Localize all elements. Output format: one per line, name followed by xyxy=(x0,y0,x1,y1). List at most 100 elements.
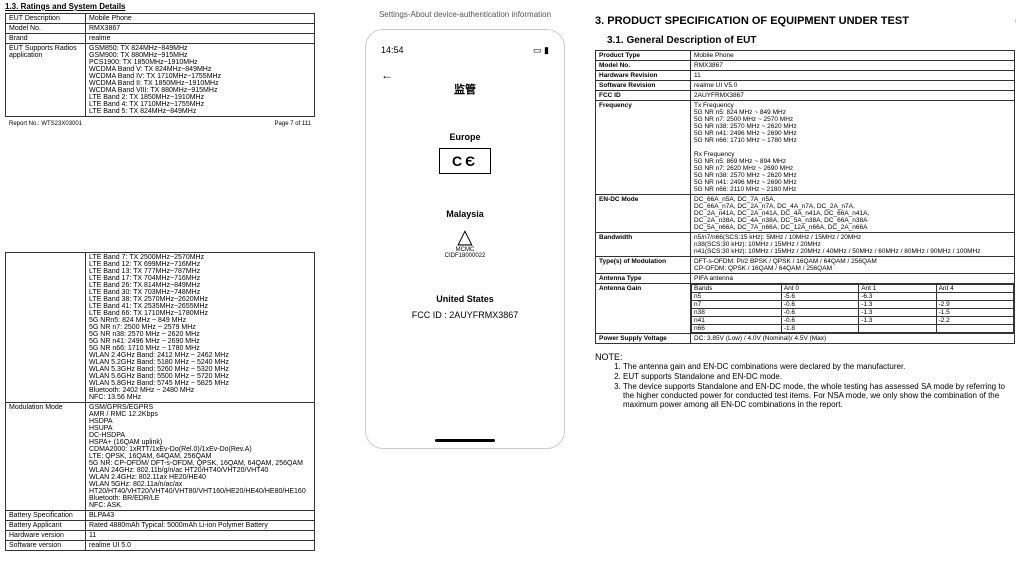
row-label: Type(s) of Modulation xyxy=(596,257,691,274)
bands-modulation-panel: LTE Band 7: TX 2500MHz~2570MHz LTE Band … xyxy=(5,252,315,551)
settings-path: Settings-About device-authentication inf… xyxy=(345,10,585,19)
notes-list: The antenna gain and EN-DC combinations … xyxy=(623,362,1015,409)
row-label: Bandwidth xyxy=(596,233,691,257)
spec-subheading: 3.1. General Description of EUT xyxy=(607,35,1015,46)
row-value: Tx Frequency 5G NR n5: 824 MHz ~ 849 MHz… xyxy=(691,101,1015,195)
panel1-footer: Report No.: WTS23X03001 Page 7 of 111 xyxy=(5,121,315,127)
gain-cell: BandsAnt 0Ant 1Ant 4n5-5.6-6.3n7-0.6-1.3… xyxy=(691,284,1015,334)
table-row: Antenna TypePIFA antenna xyxy=(596,274,1015,284)
row-value: Mobile Phone xyxy=(691,51,1015,61)
table-row: Software versionrealme UI 5.0 xyxy=(6,541,315,551)
table-row: EUT Supports Radios applicationGSM850: T… xyxy=(6,44,315,117)
mcmc-id: CIDF18000022 xyxy=(381,253,549,259)
gain-cell-value: -1.3 xyxy=(859,317,936,325)
gain-cell-value: n66 xyxy=(692,325,782,333)
gain-header: Ant 0 xyxy=(781,285,858,293)
region-us: United States xyxy=(381,294,549,304)
row-label: Hardware version xyxy=(6,531,86,541)
gain-header: Ant 1 xyxy=(859,285,936,293)
row-label: Hardware Revision xyxy=(596,71,691,81)
home-indicator[interactable] xyxy=(435,439,495,442)
back-icon[interactable]: ← xyxy=(381,68,393,82)
row-value: n5/n7/n66(SCS:15 kHz): 5MHz / 10MHz / 15… xyxy=(691,233,1015,257)
row-value: DC: 3.85V (Low) / 4.0V (Nominal)/ 4.5V (… xyxy=(691,334,1015,344)
gain-cell-value: -2.9 xyxy=(936,301,1013,309)
status-time: 14:54 xyxy=(381,45,404,56)
phone-nav-title: 监管 xyxy=(381,81,549,97)
row-value: DFT-s-OFDM: PI/2 BPSK / QPSK / 16QAM / 6… xyxy=(691,257,1015,274)
row-label: Battery Applicant xyxy=(6,521,86,531)
table-row: Model No.RMX3867 xyxy=(596,61,1015,71)
row-value: GSM/GPRS/EGPRS AMR / RMC 12.2Kbps HSDPA … xyxy=(86,403,315,511)
mcmc-icon: △ xyxy=(381,227,549,247)
panel1-table: EUT DescriptionMobile PhoneModel No.RMX3… xyxy=(5,13,315,117)
row-label: Battery Specification xyxy=(6,511,86,521)
row-label: Software version xyxy=(6,541,86,551)
gain-cell-value: -0.6 xyxy=(781,317,858,325)
note-item: The antenna gain and EN-DC combinations … xyxy=(623,362,1015,371)
panel1-title: 1.3. Ratings and System Details xyxy=(5,2,315,11)
row-value: RMX3867 xyxy=(86,24,315,34)
row-value: 2AUYFRMX3867 xyxy=(691,91,1015,101)
gain-inner-table: BandsAnt 0Ant 1Ant 4n5-5.6-6.3n7-0.6-1.3… xyxy=(691,284,1014,333)
row-label: Model No. xyxy=(6,24,86,34)
table-row: Battery ApplicantRated 4880mAh Typical: … xyxy=(6,521,315,531)
row-value: Rated 4880mAh Typical: 5000mAh Li-ion Po… xyxy=(86,521,315,531)
table-row: Product TypeMobile Phone xyxy=(596,51,1015,61)
panel2-table: LTE Band 7: TX 2500MHz~2570MHz LTE Band … xyxy=(5,252,315,551)
spec-heading: 3. PRODUCT SPECIFICATION OF EQUIPMENT UN… xyxy=(595,15,1015,27)
table-row: Type(s) of ModulationDFT-s-OFDM: PI/2 BP… xyxy=(596,257,1015,274)
report-no: Report No.: WTS23X03001 xyxy=(9,121,82,127)
table-row: Software Revisionrealme UI V5.0 xyxy=(596,81,1015,91)
row-value: realme UI 5.0 xyxy=(86,541,315,551)
row-label: Frequency xyxy=(596,101,691,195)
gain-cell-value: -5.6 xyxy=(781,293,858,301)
gain-cell-value: n38 xyxy=(692,309,782,317)
row-value: DC_66A_n5A, DC_7A_n5A, DC_66A_n7A, DC_2A… xyxy=(691,195,1015,233)
row-value: realme xyxy=(86,34,315,44)
ce-text: CЄ xyxy=(452,153,478,169)
row-value: PIFA antenna xyxy=(691,274,1015,284)
gain-cell-value xyxy=(936,325,1013,333)
note-item: EUT supports Standalone and EN-DC mode. xyxy=(623,372,1015,381)
gain-cell-value: -0.6 xyxy=(781,301,858,309)
gain-cell-value: n5 xyxy=(692,293,782,301)
table-row: Hardware version11 xyxy=(6,531,315,541)
table-row: Battery SpecificationBLPA43 xyxy=(6,511,315,521)
row-value: GSM850: TX 824MHz~849MHz GSM900: TX 880M… xyxy=(86,44,315,117)
mcmc-block: △ MCMC CIDF18000022 xyxy=(381,227,549,259)
region-europe: Europe xyxy=(381,132,549,142)
note-item: The device supports Standalone and EN-DC… xyxy=(623,382,1015,409)
ratings-details-panel: 1.3. Ratings and System Details EUT Desc… xyxy=(5,2,315,127)
region-malaysia: Malaysia xyxy=(381,209,549,219)
table-row: EN-DC ModeDC_66A_n5A, DC_7A_n5A, DC_66A_… xyxy=(596,195,1015,233)
row-value: Mobile Phone xyxy=(86,14,315,24)
gain-cell-value: -1.8 xyxy=(781,325,858,333)
row-label: Power Supply Voltage xyxy=(596,334,691,344)
row-label: FCC ID xyxy=(596,91,691,101)
gain-cell-value xyxy=(859,325,936,333)
product-spec-panel: 3. PRODUCT SPECIFICATION OF EQUIPMENT UN… xyxy=(595,15,1015,410)
gain-header: Ant 4 xyxy=(936,285,1013,293)
table-row: Brandrealme xyxy=(6,34,315,44)
gain-cell-value: -0.6 xyxy=(781,309,858,317)
page-no: Page 7 of 111 xyxy=(275,121,311,127)
gain-cell-value: n41 xyxy=(692,317,782,325)
fcc-id-text: FCC ID : 2AUYFRMX3867 xyxy=(381,310,549,320)
table-row: EUT DescriptionMobile Phone xyxy=(6,14,315,24)
row-label xyxy=(6,253,86,403)
table-row: LTE Band 7: TX 2500MHz~2570MHz LTE Band … xyxy=(6,253,315,403)
table-row: Model No.RMX3867 xyxy=(6,24,315,34)
status-icons: ▭ ▮ xyxy=(533,45,549,56)
note-heading: NOTE: xyxy=(595,352,1015,362)
table-row: FrequencyTx Frequency 5G NR n5: 824 MHz … xyxy=(596,101,1015,195)
gain-cell-value xyxy=(936,293,1013,301)
table-row: FCC ID2AUYFRMX3867 xyxy=(596,91,1015,101)
phone-frame: 14:54 ▭ ▮ ← 监管 Europe CЄ Malaysia △ MCMC… xyxy=(365,29,565,449)
row-label: EUT Supports Radios application xyxy=(6,44,86,117)
row-value: 11 xyxy=(691,71,1015,81)
row-label: Brand xyxy=(6,34,86,44)
gain-cell-value: -1.3 xyxy=(859,301,936,309)
row-value: 11 xyxy=(86,531,315,541)
row-label: EUT Description xyxy=(6,14,86,24)
